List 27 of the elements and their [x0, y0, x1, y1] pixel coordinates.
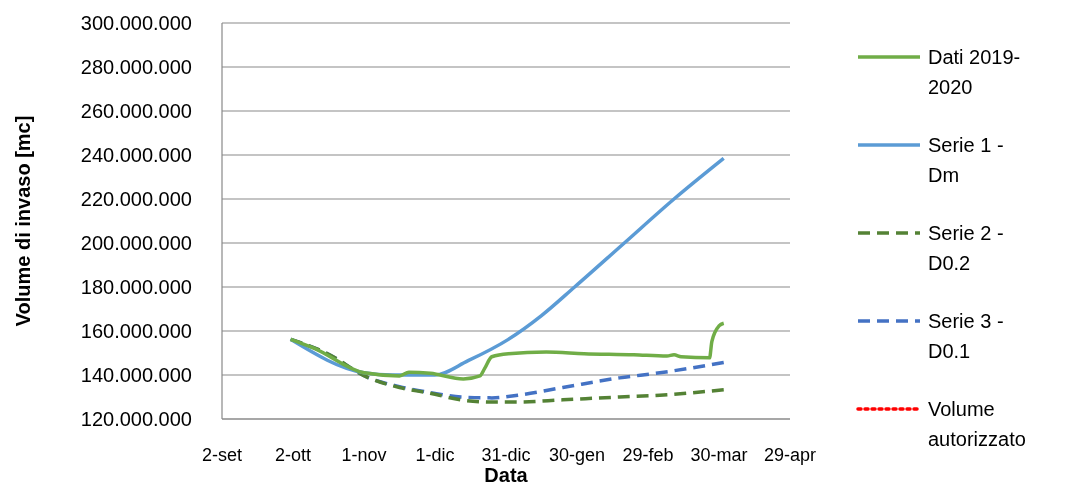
x-tick-label: 1-nov: [341, 445, 387, 465]
y-tick-label: 300.000.000: [80, 12, 192, 34]
x-tick-label: 30-gen: [548, 445, 606, 465]
y-tick-label: 220.000.000: [80, 188, 192, 210]
y-axis-title: Volume di invaso [mc]: [12, 115, 34, 327]
x-tick-label: 29-feb: [622, 445, 674, 465]
x-tick-label: 2-ott: [274, 445, 312, 465]
y-tick-label: 200.000.000: [80, 232, 192, 254]
x-tick-label: 29-apr: [763, 445, 817, 465]
line-series: [288, 321, 726, 381]
x-tick-label: 30-mar: [690, 445, 748, 465]
y-tick-label: 180.000.000: [80, 276, 192, 298]
x-tick-label: 2-set: [201, 445, 243, 465]
x-axis-title: Data: [484, 464, 529, 486]
legend-label: Dati 2019-2020: [928, 46, 1021, 98]
legend-label: Serie 3 - D0.1: [928, 310, 1004, 362]
y-tick-label: 240.000.000: [80, 144, 192, 166]
legend-label: Serie 2 - D0.2: [928, 222, 1004, 274]
x-tick-label: 31-dic: [481, 445, 531, 465]
y-tick-label: 260.000.000: [80, 100, 192, 122]
legend-label: Serie 1 - Dm: [928, 134, 1004, 186]
legend-label: Volume autorizzato: [928, 398, 1026, 450]
y-tick-label: 280.000.000: [80, 56, 192, 78]
y-tick-label: 140.000.000: [80, 364, 192, 386]
y-tick-label: 160.000.000: [80, 320, 192, 342]
y-tick-label: 120.000.000: [80, 408, 192, 430]
x-tick-label: 1-dic: [415, 445, 455, 465]
